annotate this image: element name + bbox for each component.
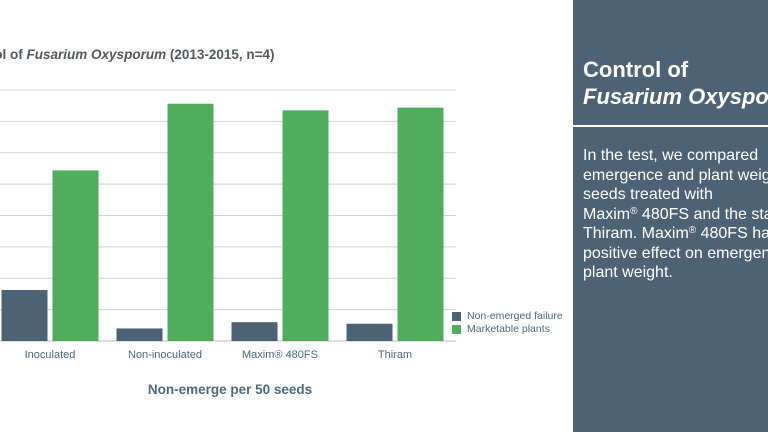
panel-title-line2: Fusarium Oxysporum — [583, 84, 768, 109]
panel-body-line: Maxim® 480FS and the standard — [583, 205, 768, 225]
panel-body: In the test, we compared emergence and pl… — [583, 146, 768, 283]
panel-body-line: seeds treated with — [583, 185, 768, 205]
side-panel: Control of Fusarium Oxysporum In the tes… — [573, 0, 768, 432]
chart-title-italic: Fusarium Oxysporum — [26, 47, 167, 62]
registered-mark: ® — [630, 205, 638, 217]
panel-body-line: plant weight. — [583, 263, 768, 283]
registered-mark: ® — [688, 225, 697, 236]
legend-swatch-marketable — [452, 324, 461, 334]
bar-marketable — [167, 103, 214, 341]
legend-item-marketable: Marketable plants — [452, 323, 550, 335]
panel-body-line: emergence and plant weight of — [583, 166, 768, 186]
bar-non-emerged — [116, 328, 163, 341]
x-tick-label: Non-inoculated — [128, 349, 202, 361]
panel-body-text: 480FS and the standard — [641, 205, 768, 223]
panel-divider — [573, 125, 768, 127]
chart-title-prefix: on and watermelon | Control of — [0, 47, 23, 62]
chart-title-suffix: (2013-2015, n=4) — [166, 47, 275, 62]
panel-body-line: positive effect on emergence and — [583, 244, 768, 264]
panel-body-text: plant weight. — [583, 264, 673, 281]
panel-body-text: positive effect on emergence and — [583, 244, 768, 262]
panel-body-text: seeds treated with — [583, 186, 713, 203]
legend-label-marketable: Marketable plants — [467, 323, 550, 335]
x-axis-label: Non-emerge per 50 seeds — [147, 382, 313, 397]
bar-marketable — [52, 170, 99, 341]
panel-title-line1: Control of — [583, 57, 689, 82]
panel-body-text: Thiram. Maxim — [583, 225, 689, 242]
panel-body-text: Maxim — [583, 205, 631, 223]
bar-non-emerged — [346, 323, 393, 341]
legend-item-non-emerged: Non-emerged failure — [452, 310, 563, 322]
panel-body-text: emergence and plant weight of — [583, 166, 768, 184]
x-tick-label: Thiram — [378, 349, 412, 361]
bar-marketable — [282, 110, 329, 341]
chart-title: on and watermelon | Control of Fusarium … — [0, 47, 484, 62]
legend-label-non-emerged: Non-emerged failure — [467, 310, 563, 322]
panel-body-text: 480FS had a — [700, 225, 768, 242]
bar-marketable — [397, 107, 444, 341]
panel-body-line: In the test, we compared — [583, 146, 768, 166]
bar-non-emerged — [231, 322, 278, 341]
bar-non-emerged — [1, 290, 48, 341]
x-tick-label: Maxim® 480FS — [242, 349, 318, 361]
x-tick-label: Inoculated — [25, 349, 76, 361]
legend-swatch-non-emerged — [452, 311, 461, 321]
panel-title: Control of Fusarium Oxysporum — [583, 56, 768, 110]
bar-chart: Inoculated Non-inoculated Maxim® 480FS Thir… — [0, 89, 456, 361]
panel-body-line: Thiram. Maxim® 480FS had a — [583, 224, 768, 244]
panel-body-text: In the test, we compared — [583, 147, 759, 164]
